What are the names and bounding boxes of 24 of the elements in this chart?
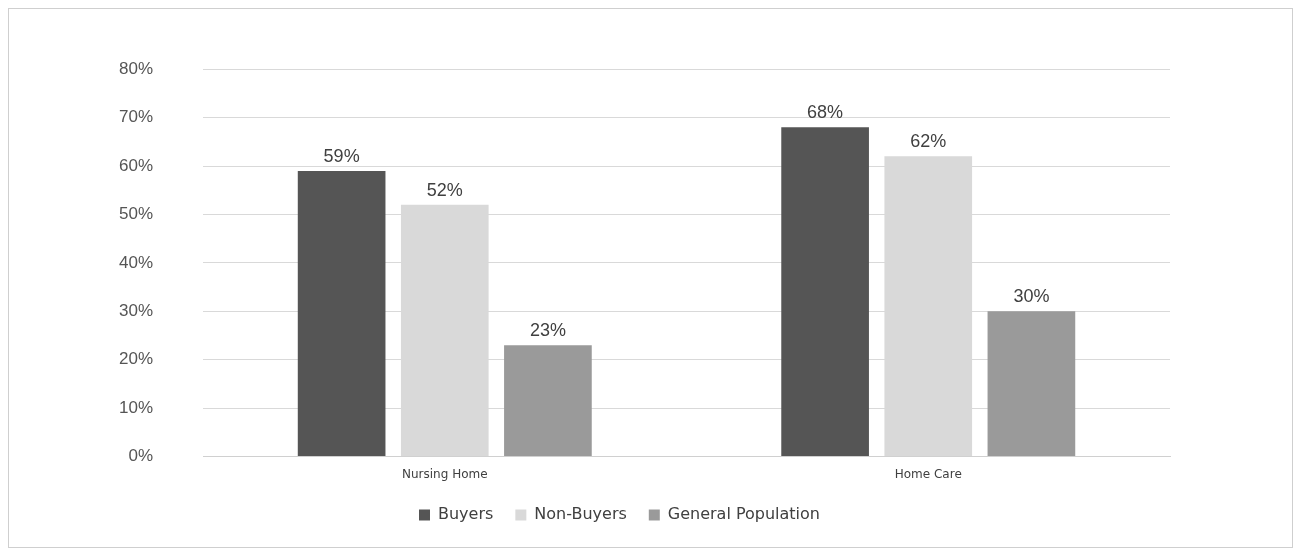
y-tick-label: 50% (118, 204, 154, 224)
text: 30% (1013, 286, 1050, 307)
text: 23% (529, 320, 566, 341)
text: 62% (910, 131, 947, 152)
text: 68% (807, 102, 844, 123)
text: 59% (323, 145, 360, 166)
y-tick-label: 20% (118, 349, 154, 369)
legend-label: General Population (667, 504, 820, 524)
x-tick-label: Home Care (894, 466, 962, 481)
y-tick-label: 70% (118, 107, 154, 127)
y-tick-label: 40% (118, 252, 154, 272)
y-tick-label: 60% (118, 155, 154, 175)
legend-label: Non-Buyers (534, 504, 627, 524)
bar (297, 170, 386, 457)
legend-label: Buyers (438, 504, 494, 524)
bar (987, 311, 1076, 457)
y-tick-label: 80% (118, 58, 154, 78)
y-tick-label: 30% (118, 301, 154, 321)
bar (504, 345, 592, 457)
y-tick-label: 10% (118, 397, 154, 417)
y-tick-label: 0% (128, 446, 154, 466)
bar (781, 127, 869, 457)
text: 52% (426, 179, 463, 200)
x-tick-label: Nursing Home (401, 466, 488, 481)
